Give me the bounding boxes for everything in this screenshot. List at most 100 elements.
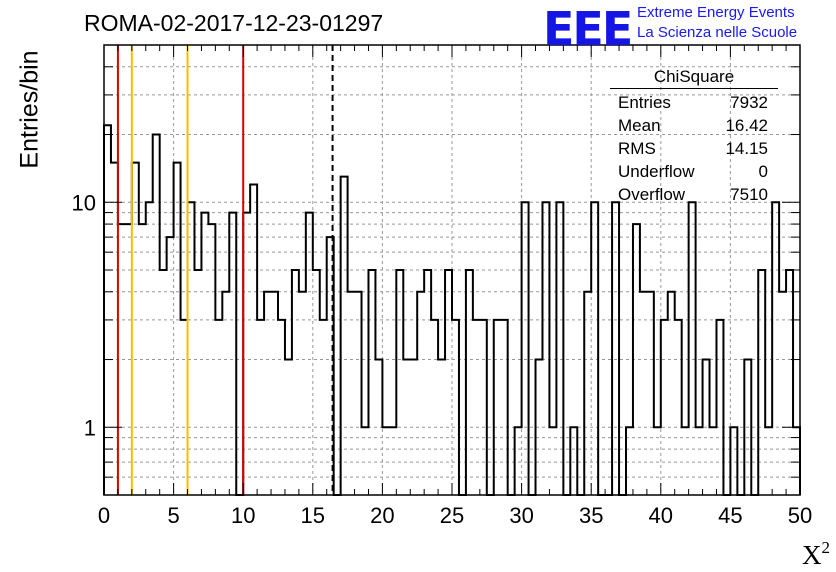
histogram-bin xyxy=(146,202,153,495)
stats-label: RMS xyxy=(618,139,656,158)
x-tick-label: 50 xyxy=(788,503,812,528)
stats-label: Overflow xyxy=(618,185,686,204)
histogram-bin xyxy=(633,224,640,495)
stats-value: 7932 xyxy=(730,93,768,112)
histogram-bin xyxy=(661,320,668,495)
histogram-bin xyxy=(703,360,710,495)
histogram-bin xyxy=(730,427,737,495)
histogram-bin xyxy=(389,427,396,495)
stats-row-rms: RMS 14.15 xyxy=(610,137,778,160)
histogram-bin xyxy=(772,202,779,495)
histogram-bin xyxy=(536,360,543,495)
histogram-bin xyxy=(403,360,410,495)
histogram-bin xyxy=(744,360,751,495)
histogram-bin xyxy=(689,202,696,495)
x-tick-label: 45 xyxy=(718,503,742,528)
histogram-bin xyxy=(132,163,139,495)
histogram-bin xyxy=(368,270,375,495)
histogram-bin xyxy=(473,320,480,495)
histogram-bin xyxy=(494,320,501,495)
histogram-bin xyxy=(424,270,431,495)
histogram-bin xyxy=(222,292,229,495)
histogram-bin xyxy=(417,292,424,495)
histogram-bin xyxy=(118,224,125,495)
stats-box: ChiSquare Entries 7932 Mean 16.42 RMS 14.15… xyxy=(610,67,778,206)
stats-value: 14.15 xyxy=(725,139,768,158)
histogram-bin xyxy=(215,320,222,495)
histogram-bin xyxy=(243,213,250,495)
histogram-bin xyxy=(229,213,236,495)
histogram-bin xyxy=(675,320,682,495)
histogram-bin xyxy=(584,292,591,495)
y-axis-label: Entries/bin xyxy=(15,50,44,169)
histogram-bin xyxy=(139,224,146,495)
histogram-bin xyxy=(431,320,438,495)
histogram-bin xyxy=(626,427,633,495)
histogram-bin xyxy=(452,320,459,495)
x-tick-label: 30 xyxy=(509,503,533,528)
histogram-bin xyxy=(445,270,452,495)
histogram-bin xyxy=(201,213,208,495)
histogram-bin xyxy=(285,360,292,495)
histogram-bin xyxy=(501,320,508,495)
histogram-bin xyxy=(257,320,264,495)
stats-label: Mean xyxy=(618,116,661,135)
y-tick-label: 1 xyxy=(84,415,96,440)
histogram-bin xyxy=(320,320,327,495)
histogram-bin xyxy=(250,184,257,495)
histogram-bin xyxy=(208,224,215,495)
stats-row-entries: Entries 7932 xyxy=(610,91,778,114)
histogram-bin xyxy=(786,270,793,495)
histogram-bin xyxy=(765,427,772,495)
x-tick-label: 35 xyxy=(579,503,603,528)
histogram-bin xyxy=(341,177,348,495)
histogram-bin xyxy=(174,163,181,495)
histogram-bin xyxy=(410,360,417,495)
stats-row-mean: Mean 16.42 xyxy=(610,114,778,137)
histogram-bin xyxy=(696,427,703,495)
histogram-bin xyxy=(682,427,689,495)
stats-label: Entries xyxy=(618,93,671,112)
histogram-bin xyxy=(306,213,313,495)
histogram-bin xyxy=(758,270,765,495)
histogram-bin xyxy=(194,270,201,495)
histogram-bin xyxy=(125,224,132,495)
x-axis-label-base: X xyxy=(802,540,822,570)
chart-title: ROMA-02-2017-12-23-01297 xyxy=(84,10,384,36)
histogram-bin xyxy=(278,320,285,495)
histogram-bin xyxy=(668,292,675,495)
histogram-bin xyxy=(466,270,473,495)
histogram-bin xyxy=(160,270,167,495)
x-axis-label-superscript: 2 xyxy=(821,538,831,557)
x-tick-label: 10 xyxy=(231,503,255,528)
histogram-bin xyxy=(355,292,362,495)
histogram-bin xyxy=(716,320,723,495)
histogram-bin xyxy=(181,320,188,495)
histogram-bin xyxy=(438,360,445,495)
histogram-line xyxy=(103,124,801,496)
histogram-bin xyxy=(313,270,320,495)
stats-value: 0 xyxy=(758,162,768,181)
logo-line-1: Extreme Energy Events xyxy=(637,4,795,21)
histogram-bin xyxy=(654,427,661,495)
x-tick-label: 15 xyxy=(301,503,325,528)
x-tick-label: 0 xyxy=(98,503,110,528)
histogram-bin xyxy=(591,202,598,495)
histogram-bin xyxy=(556,202,563,495)
logo-line-2: La Scienza nelle Scuole xyxy=(637,24,798,41)
histogram-bin xyxy=(612,202,619,495)
histogram-bin xyxy=(375,360,382,495)
histogram-bin xyxy=(104,125,111,495)
histogram-bin xyxy=(348,292,355,495)
eee-logo: EEE xyxy=(543,2,633,56)
histogram-bin xyxy=(292,270,299,495)
x-tick-label: 5 xyxy=(167,503,179,528)
stats-title: ChiSquare xyxy=(610,67,778,89)
histogram-bin xyxy=(382,427,389,495)
x-tick-label: 20 xyxy=(370,503,394,528)
histogram-bin xyxy=(153,135,160,495)
histogram-bin xyxy=(396,270,403,495)
x-tick-label: 40 xyxy=(649,503,673,528)
histogram-bin xyxy=(264,292,271,495)
